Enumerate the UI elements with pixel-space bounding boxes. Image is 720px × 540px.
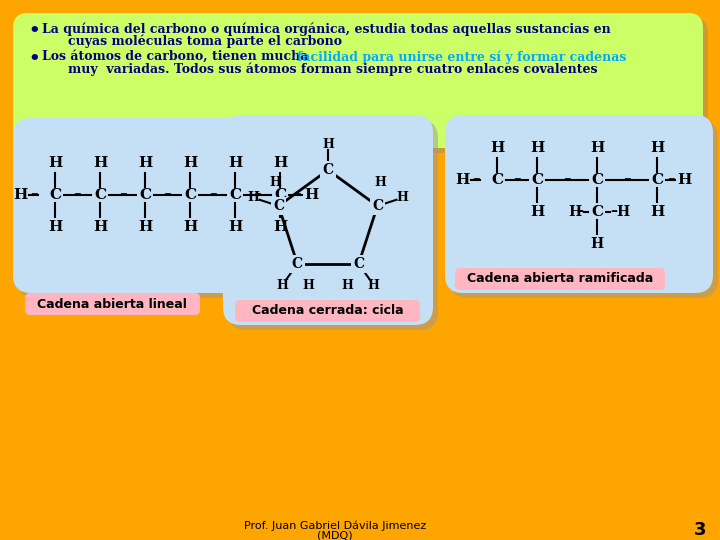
FancyBboxPatch shape bbox=[13, 13, 703, 148]
Text: La química del carbono o química orgánica, estudia todas aquellas sustancias en: La química del carbono o química orgánic… bbox=[42, 22, 611, 36]
Text: H: H bbox=[455, 173, 469, 187]
Text: facilidad para unirse entre sí y formar cadenas: facilidad para unirse entre sí y formar … bbox=[297, 50, 626, 64]
Text: Los átomos de carbono, tienen mucha: Los átomos de carbono, tienen mucha bbox=[42, 50, 312, 63]
Text: C: C bbox=[531, 173, 543, 187]
FancyBboxPatch shape bbox=[445, 115, 713, 293]
Text: H: H bbox=[374, 176, 387, 188]
Text: H: H bbox=[304, 188, 318, 202]
Text: –: – bbox=[623, 172, 631, 186]
FancyBboxPatch shape bbox=[228, 120, 438, 330]
Text: –: – bbox=[253, 187, 261, 201]
Text: –: – bbox=[73, 187, 81, 201]
Text: H: H bbox=[530, 141, 544, 155]
FancyBboxPatch shape bbox=[235, 300, 420, 322]
Text: C: C bbox=[184, 188, 196, 202]
Text: H: H bbox=[248, 191, 260, 205]
Text: Cadena abierta ramificada: Cadena abierta ramificada bbox=[467, 273, 653, 286]
Text: C: C bbox=[651, 173, 663, 187]
Text: (MDQ): (MDQ) bbox=[318, 531, 353, 540]
Text: –: – bbox=[513, 172, 521, 186]
Text: –: – bbox=[119, 187, 127, 201]
Text: H: H bbox=[368, 279, 379, 292]
Text: –: – bbox=[667, 172, 675, 186]
Text: H: H bbox=[48, 156, 62, 170]
Text: C: C bbox=[273, 199, 284, 213]
FancyBboxPatch shape bbox=[450, 120, 718, 298]
Text: Cadena abierta lineal: Cadena abierta lineal bbox=[37, 298, 187, 310]
Text: C: C bbox=[94, 188, 106, 202]
Text: H: H bbox=[490, 141, 504, 155]
Text: H: H bbox=[677, 173, 691, 187]
FancyBboxPatch shape bbox=[18, 123, 326, 298]
Text: C: C bbox=[229, 188, 241, 202]
Text: H: H bbox=[650, 205, 664, 219]
FancyBboxPatch shape bbox=[455, 268, 665, 290]
Text: H: H bbox=[138, 156, 152, 170]
FancyBboxPatch shape bbox=[13, 118, 321, 293]
FancyBboxPatch shape bbox=[18, 18, 708, 153]
Text: H: H bbox=[273, 156, 287, 170]
Text: muy  variadas. Todos sus átomos forman siempre cuatro enlaces covalentes: muy variadas. Todos sus átomos forman si… bbox=[68, 63, 598, 77]
Text: –: – bbox=[611, 204, 618, 218]
Text: C: C bbox=[591, 205, 603, 219]
Text: –: – bbox=[209, 187, 217, 201]
Text: H: H bbox=[93, 220, 107, 234]
Text: •: • bbox=[28, 50, 40, 68]
Text: C: C bbox=[274, 188, 286, 202]
Text: 3: 3 bbox=[694, 521, 706, 539]
Text: H: H bbox=[13, 188, 27, 202]
Text: H: H bbox=[590, 141, 604, 155]
Text: C: C bbox=[139, 188, 151, 202]
Text: H: H bbox=[341, 279, 353, 292]
Text: H: H bbox=[48, 220, 62, 234]
Text: –: – bbox=[577, 204, 583, 218]
Text: H: H bbox=[568, 205, 582, 219]
Text: H: H bbox=[269, 176, 282, 188]
FancyBboxPatch shape bbox=[223, 115, 433, 325]
Text: C: C bbox=[591, 173, 603, 187]
Text: C: C bbox=[323, 163, 333, 177]
Text: –: – bbox=[293, 187, 301, 201]
Text: H: H bbox=[530, 205, 544, 219]
Text: –: – bbox=[30, 187, 38, 201]
Text: –: – bbox=[563, 172, 571, 186]
Text: C: C bbox=[372, 199, 383, 213]
Text: C: C bbox=[491, 173, 503, 187]
Text: H: H bbox=[590, 237, 603, 251]
Text: H: H bbox=[303, 279, 315, 292]
Text: H: H bbox=[276, 279, 288, 292]
Text: H: H bbox=[228, 156, 242, 170]
Text: Cadena cerrada: cicla: Cadena cerrada: cicla bbox=[252, 305, 404, 318]
Text: cuyas moléculas toma parte el carbono: cuyas moléculas toma parte el carbono bbox=[68, 35, 342, 49]
Text: H: H bbox=[93, 156, 107, 170]
Text: H: H bbox=[183, 220, 197, 234]
Text: C: C bbox=[353, 257, 364, 271]
Text: •: • bbox=[28, 22, 40, 40]
Text: –: – bbox=[472, 172, 480, 186]
Text: –: – bbox=[163, 187, 171, 201]
Text: Prof. Juan Gabriel Dávila Jimenez: Prof. Juan Gabriel Dávila Jimenez bbox=[244, 521, 426, 531]
Text: H: H bbox=[616, 205, 629, 219]
Text: H: H bbox=[322, 138, 334, 151]
FancyBboxPatch shape bbox=[25, 293, 200, 315]
Text: C: C bbox=[49, 188, 61, 202]
Text: H: H bbox=[650, 141, 664, 155]
Text: C: C bbox=[292, 257, 303, 271]
Text: H: H bbox=[273, 220, 287, 234]
Text: H: H bbox=[138, 220, 152, 234]
Text: H: H bbox=[183, 156, 197, 170]
Text: H: H bbox=[396, 191, 408, 205]
Text: H: H bbox=[228, 220, 242, 234]
